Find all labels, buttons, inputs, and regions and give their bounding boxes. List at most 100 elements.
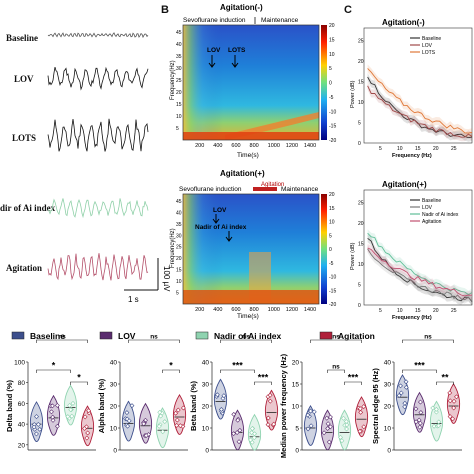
violin-point (430, 405, 436, 411)
violin-point (143, 433, 149, 438)
violin-point (267, 398, 273, 404)
y-tick-label: 40 (176, 42, 182, 48)
y-tick-label: 10 (176, 279, 182, 285)
spectrogram-panel: Agitation(-) Sevoflurane induction Maint… (170, 3, 336, 320)
scale-time-label: 1 s (128, 295, 139, 304)
y-tick-label: 80 (18, 380, 26, 387)
spectrogram-bottom-ann-lov: LOV (213, 207, 227, 214)
psd-series-line (367, 248, 473, 302)
psd-legend-entry: Baseline (422, 36, 441, 42)
violin-point (54, 423, 60, 429)
legend-swatch (99, 331, 113, 340)
psd-xlabel: Frequency (Hz) (392, 153, 432, 159)
y-axis-label: Delta band (%) (5, 379, 14, 432)
violin-shape (155, 407, 170, 449)
violin-point (398, 383, 403, 389)
violin-point (50, 417, 56, 423)
significance-label: * (77, 373, 81, 383)
violin-chart: 20 40 60 80 100 Delta band (%) ns * * (5, 334, 96, 451)
violin-point (338, 434, 343, 440)
violin-shape (429, 400, 444, 442)
eeg-label-lov: LOV (14, 74, 34, 84)
x-tick-label: 400 (213, 143, 222, 149)
violin-point (433, 409, 439, 415)
scale-voltage-label: 100 µV (162, 266, 171, 292)
psd-y-tick: 0 (358, 141, 361, 147)
significance-bracket (36, 339, 88, 343)
violin-point (67, 403, 73, 408)
psd-y-tick: 5 (358, 120, 361, 126)
violin-point (328, 414, 333, 420)
violin-point (451, 405, 457, 411)
violin-point (174, 417, 180, 423)
psd-x-tick: 20 (433, 308, 439, 314)
psd-x-tick: 25 (451, 308, 457, 314)
violin-point (33, 431, 39, 437)
eeg-trace (47, 118, 149, 152)
significance-label: ns (150, 334, 158, 341)
violin-point (85, 430, 91, 436)
violin-point (175, 407, 181, 413)
colorbar-tick-label: -10 (329, 109, 336, 115)
eeg-trace (47, 32, 149, 39)
y-tick-label: 0 (205, 448, 209, 455)
violin-point (341, 415, 346, 421)
legend-label: LOV (118, 331, 136, 341)
violin-point (235, 417, 241, 423)
significance-label: ns (332, 334, 340, 341)
violin-point (50, 414, 56, 420)
violin-point (251, 435, 257, 441)
violin-point (174, 422, 180, 428)
violin-chart: 0 5 10 15 20 Median power frequency (Hz) ns ns *… (279, 334, 370, 458)
violin-point (324, 415, 330, 421)
violin-point (158, 413, 164, 419)
psd-x-tick: 5 (379, 146, 382, 152)
x-tick-label: 200 (195, 307, 204, 313)
violin-point (433, 406, 439, 412)
significance-bracket (36, 369, 71, 373)
spectrogram-top-title: Agitation(-) (220, 3, 263, 12)
y-tick-label: 0 (113, 448, 117, 455)
violin-point (86, 408, 92, 414)
violin-point (162, 419, 168, 425)
spectrogram-top-ann-lots: LOTS (228, 47, 246, 54)
power-spectra-panel: Agitation(-) Power (dB) Frequency (Hz) 0 5 10… (350, 18, 473, 320)
violin-point (413, 406, 419, 412)
legend-label: Baseline (30, 331, 65, 341)
y-axis-label: Alpha band (%) (97, 378, 106, 433)
y-tick-label: 40 (110, 360, 118, 367)
y-tick-label: 0 (387, 448, 391, 455)
violin-point (326, 439, 332, 445)
violin-point (305, 412, 311, 418)
x-tick-label: 1200 (286, 143, 298, 149)
y-tick-label: 60 (18, 401, 26, 408)
violin-point (35, 421, 41, 427)
violin-point (180, 405, 186, 411)
violin-point (221, 393, 227, 399)
psd-y-tick: 15 (358, 241, 364, 247)
psd-legend-entry: Baseline (422, 198, 441, 204)
colorbar-tick-label: -5 (329, 95, 334, 101)
violin-point (403, 384, 409, 390)
violin-point (417, 420, 423, 426)
spectrogram-bottom-ann-nadir: Nadir of Ai index (195, 224, 247, 231)
colorbar-tick-label: 0 (329, 81, 332, 87)
x-tick-label: 200 (195, 143, 204, 149)
violin-point (125, 423, 131, 429)
violin-chart-area: Baseline LOV Nadir of Ai index Agitation 20… (5, 331, 462, 458)
violin-point (451, 398, 457, 404)
y-tick-label: 40 (202, 360, 210, 367)
violin-point (54, 402, 60, 408)
x-tick-label: 600 (231, 307, 240, 313)
colorbar-tick-label: 15 (329, 206, 335, 212)
violin-point (308, 408, 313, 414)
arrow-icon (231, 55, 239, 68)
y-tick-label: 10 (202, 426, 210, 433)
x-tick-label: 600 (231, 143, 240, 149)
arrow-icon (208, 55, 216, 68)
colorbar-tick-label: 10 (329, 220, 335, 226)
significance-bracket (254, 381, 272, 385)
eeg-trace (47, 253, 149, 281)
x-tick-label: 800 (250, 143, 259, 149)
violin-point (396, 393, 402, 398)
